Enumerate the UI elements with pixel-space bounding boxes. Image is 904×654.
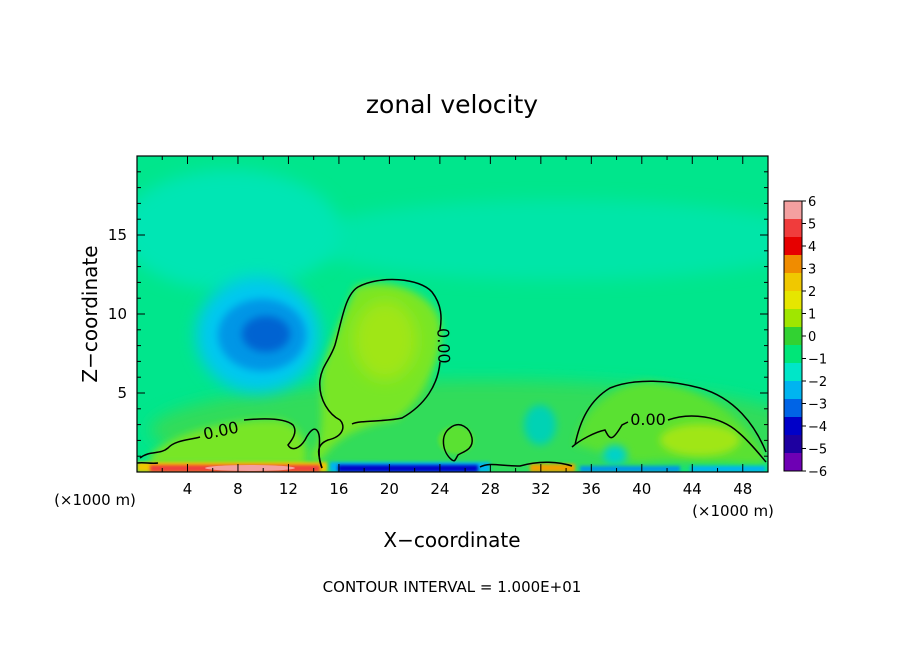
x-unit-right: (×1000 m) [692, 502, 774, 520]
colorbar-swatch [784, 273, 802, 292]
small-lobe [438, 426, 474, 454]
colorbar-label: −3 [808, 398, 827, 413]
colorbar-swatch [784, 363, 802, 382]
x-tick-label: 40 [632, 480, 651, 498]
colorbar-label: 5 [808, 218, 816, 233]
colorbar-label: 6 [808, 195, 816, 210]
blue-core-inner [242, 316, 290, 352]
colorbar-label: 1 [808, 308, 816, 323]
colorbar-swatch [784, 219, 802, 238]
surface-cold-band-2 [580, 466, 680, 472]
colorbar-label: −5 [808, 443, 827, 458]
positive-lobe-core [353, 300, 417, 380]
y-tick-label: 10 [108, 305, 127, 323]
positive-lobe-left [150, 419, 307, 465]
zero-contours [137, 278, 767, 469]
plot-area [137, 156, 768, 472]
x-tick-label: 44 [683, 480, 702, 498]
chart-title: zonal velocity [366, 90, 538, 119]
surface-peak [205, 465, 295, 471]
colorbar-swatch [784, 327, 802, 346]
colorbar-swatch [784, 399, 802, 418]
colorbar: 6 5 4 3 2 1 0 −1 −2 −3 −4 −5 −6 [783, 195, 827, 480]
x-tick-label: 4 [183, 480, 193, 498]
contour-center [317, 278, 442, 469]
upper-field-band [300, 200, 768, 280]
colorbar-swatch [784, 291, 802, 310]
contour-small [442, 424, 473, 462]
colorbar-label: 3 [808, 263, 816, 278]
colorbar-swatch [784, 255, 802, 274]
contour-label: 0.00 [433, 328, 453, 364]
colorbar-swatch [784, 381, 802, 400]
x-tick-label: 8 [233, 480, 243, 498]
y-ticks: 5 10 15 [108, 171, 768, 457]
x-ticks: 4 8 12 16 20 24 28 32 36 40 44 48 [161, 156, 752, 498]
colorbar-swatch [784, 345, 802, 364]
contour-interval-note: CONTOUR INTERVAL = 1.000E+01 [323, 578, 582, 596]
x-tick-label: 24 [430, 480, 449, 498]
x-tick-label: 28 [481, 480, 500, 498]
cyan-patch [524, 405, 556, 445]
upper-left-band [137, 170, 340, 290]
colorbar-swatch [784, 417, 802, 436]
contour-right [479, 380, 767, 468]
x-tick-label: 36 [582, 480, 601, 498]
x-tick-label: 16 [329, 480, 348, 498]
field-shading [137, 170, 768, 472]
colorbar-label: −6 [808, 465, 827, 480]
x-tick-label: 48 [733, 480, 752, 498]
positive-lobe-right-core [660, 424, 740, 456]
colorbar-label: 4 [808, 240, 816, 255]
surface-layer [137, 462, 765, 472]
colorbar-swatch [784, 435, 802, 454]
x-tick-label: 12 [279, 480, 298, 498]
x-tick-label: 20 [380, 480, 399, 498]
y-axis-label: Z−coordinate [78, 245, 102, 382]
contour-left [139, 418, 323, 469]
colorbar-label: 2 [808, 285, 816, 300]
x-axis-label: X−coordinate [383, 528, 520, 552]
colorbar-label: −1 [808, 353, 827, 368]
colorbar-swatch [784, 237, 802, 256]
surface-warm-band-2 [530, 464, 575, 472]
surface-cold-band-3 [690, 466, 765, 472]
x-unit-left: (×1000 m) [54, 491, 136, 509]
contour-label: 0.00 [630, 410, 666, 429]
colorbar-label: −2 [808, 375, 827, 390]
y-tick-label: 15 [108, 226, 127, 244]
colorbar-swatch [784, 201, 802, 220]
y-tick-label: 5 [117, 384, 127, 402]
colorbar-label: −4 [808, 420, 827, 435]
surface-cold-core [338, 465, 478, 472]
cyan-patch-2 [603, 445, 627, 465]
colorbar-swatch [784, 309, 802, 328]
x-tick-label: 32 [531, 480, 550, 498]
contour-left-2 [137, 461, 159, 465]
colorbar-label: 0 [808, 330, 816, 345]
colorbar-swatch [784, 453, 802, 472]
